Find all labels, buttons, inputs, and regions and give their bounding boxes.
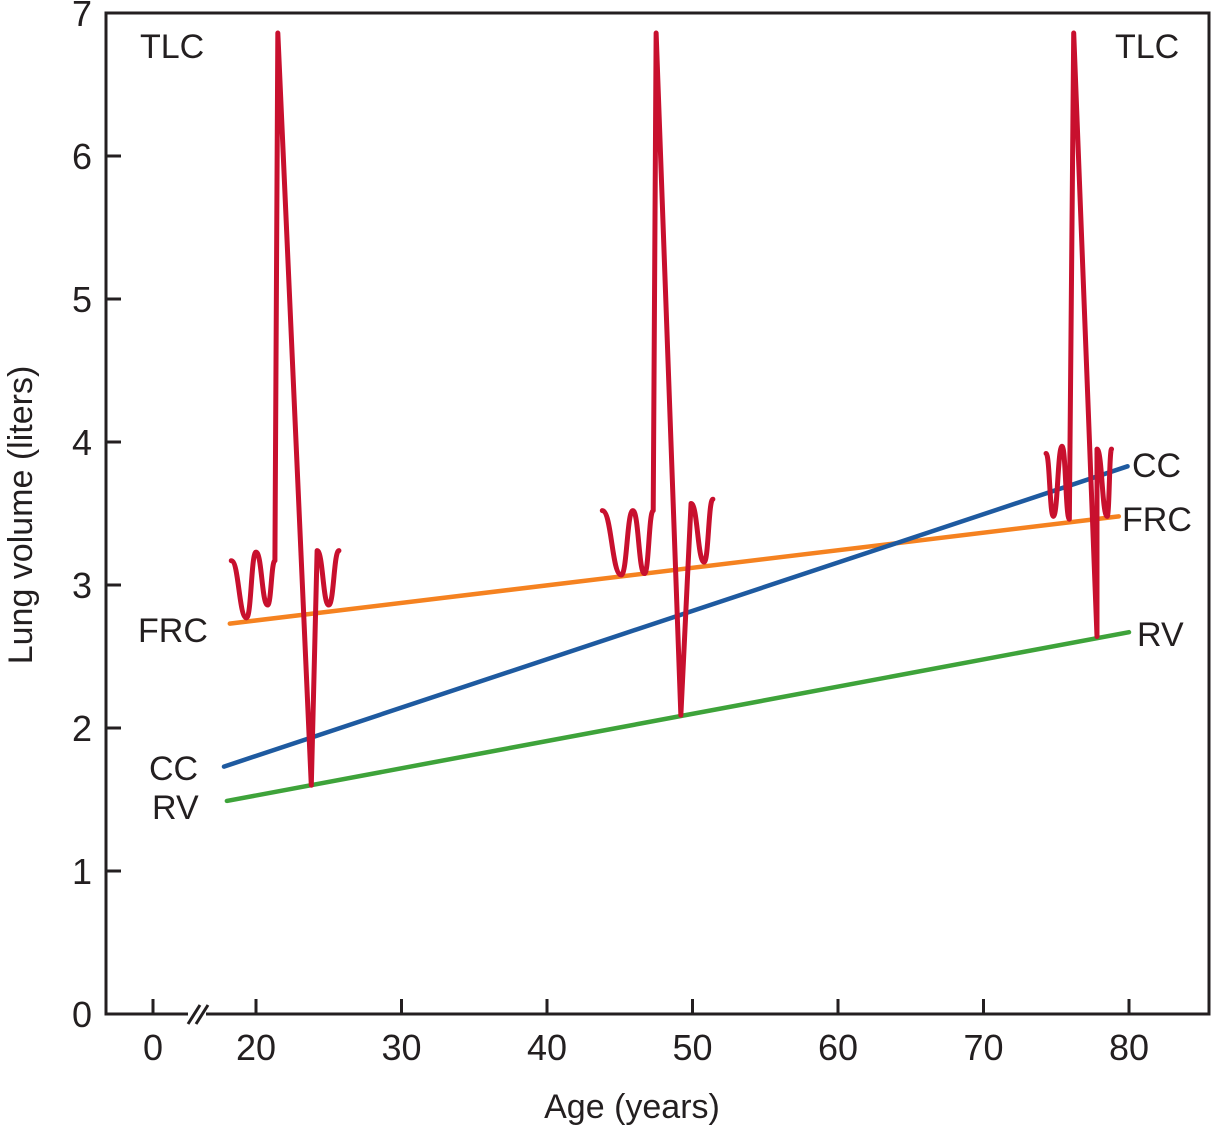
series-line-rv	[224, 629, 1132, 804]
y-tick-label: 2	[72, 708, 92, 749]
y-tick-label: 1	[72, 851, 92, 892]
spirometry-trace-age-70s	[1043, 30, 1115, 639]
plot-frame	[104, 11, 1211, 1016]
x-tick-label: 30	[381, 1027, 421, 1068]
spirometry-trace-age-20s	[228, 30, 342, 788]
annotation-tlc-right: TLC	[1115, 28, 1179, 66]
annotation-rv-left: RV	[152, 789, 199, 827]
x-axis-title: Age (years)	[544, 1088, 720, 1126]
x-tick-label: 70	[963, 1027, 1003, 1068]
y-tick-label: 5	[72, 279, 92, 320]
x-tick-label: 80	[1109, 1027, 1149, 1068]
annotation-layer: TLC TLC FRC CC RV CC FRC RV	[138, 28, 1192, 827]
y-tick-label: 7	[72, 0, 92, 34]
x-tick-label: 50	[672, 1027, 712, 1068]
y-tick-label: 0	[72, 994, 92, 1035]
annotation-frc-right: FRC	[1122, 501, 1192, 539]
spirometry-trace-layer	[228, 30, 1115, 788]
x-axis-break-marks	[186, 1004, 210, 1025]
y-tick-label: 4	[72, 422, 92, 463]
annotation-cc-right: CC	[1132, 447, 1181, 485]
x-tick-label: 20	[236, 1027, 276, 1068]
y-tick-label: 3	[72, 565, 92, 606]
annotation-tlc-left: TLC	[140, 28, 204, 66]
spirometry-trace-age-40s	[599, 30, 716, 718]
x-tick-label: 40	[527, 1027, 567, 1068]
y-axis-title: Lung volume (liters)	[2, 366, 40, 665]
annotation-cc-left: CC	[149, 750, 198, 788]
annotation-frc-left: FRC	[138, 612, 208, 650]
x-tick-label: 0	[143, 1027, 163, 1068]
annotation-rv-right: RV	[1137, 616, 1184, 654]
y-tick-label: 6	[72, 136, 92, 177]
x-tick-label: 60	[818, 1027, 858, 1068]
